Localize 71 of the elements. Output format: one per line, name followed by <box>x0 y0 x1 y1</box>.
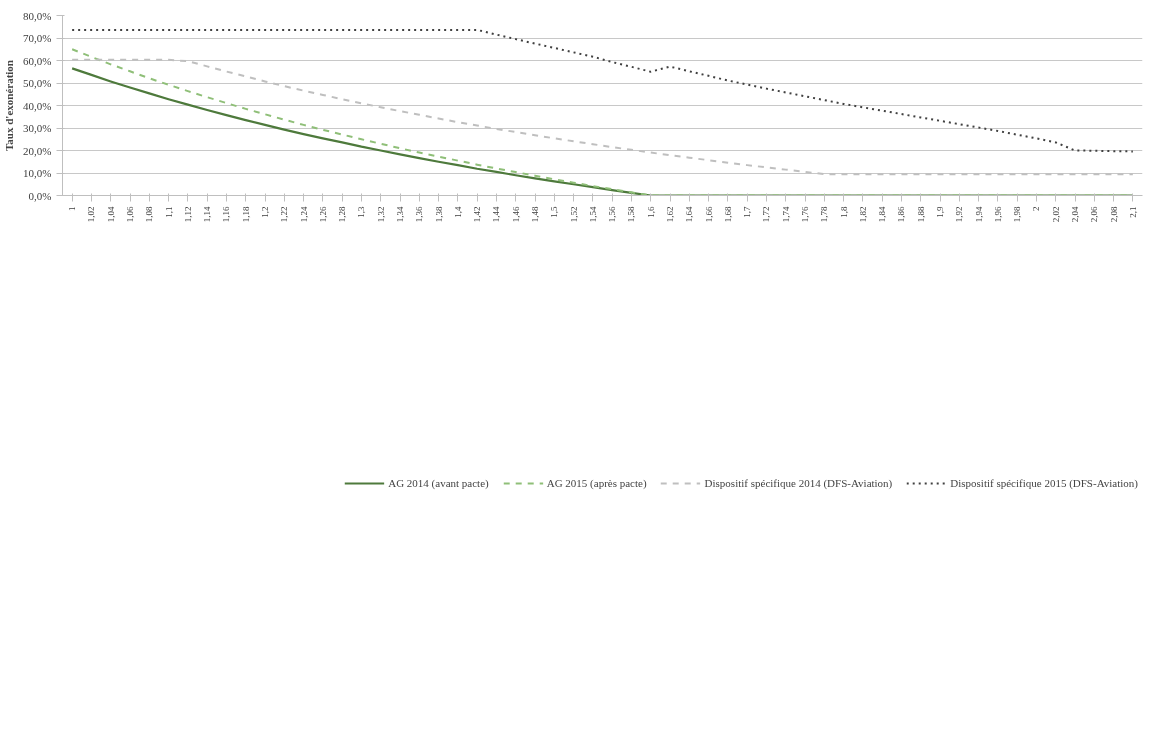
x-tick-label: 1,88 <box>915 206 926 223</box>
y-tick-label: 30,0% <box>23 122 52 134</box>
x-tick-label: 1,34 <box>395 206 405 223</box>
x-tick-label: 1,16 <box>221 206 232 223</box>
x-tick-label: 1,1 <box>163 206 174 218</box>
x-tick-label: 1,26 <box>317 206 328 223</box>
x-tick-label: 1,18 <box>240 206 251 223</box>
x-tick-label: 1,64 <box>684 206 695 223</box>
x-tick-label: 1,6 <box>645 206 656 218</box>
x-tick-label: 2 <box>1031 206 1042 211</box>
y-axis-title: Taux d'exonération <box>3 60 16 151</box>
x-tick-label: 1,94 <box>973 206 984 223</box>
x-tick-label: 1,38 <box>433 206 444 223</box>
x-tick-label: 1,44 <box>491 206 502 223</box>
x-tick-label: 1,96 <box>992 206 1003 223</box>
y-tick-label: 60,0% <box>23 54 52 67</box>
x-tick-label: 1,36 <box>414 206 425 223</box>
y-tick-label: 20,0% <box>23 144 52 157</box>
x-tick-label: 1,32 <box>375 206 386 223</box>
x-tick-label: 1,5 <box>549 206 560 218</box>
x-tick-label: 1,68 <box>722 206 733 223</box>
x-tick-label: 1,02 <box>86 206 97 223</box>
x-tick-label: 1,92 <box>954 206 965 223</box>
x-tick-label: 1,08 <box>144 206 155 223</box>
x-tick-label: 1,04 <box>105 206 116 223</box>
x-tick-label: 1,84 <box>877 206 888 223</box>
x-tick-label: 1,8 <box>838 206 849 218</box>
x-tick-label: 1,76 <box>800 206 810 223</box>
x-tick-label: 1,72 <box>761 206 772 223</box>
y-tick-label: 0,0% <box>28 189 52 202</box>
x-tick-label: 1,14 <box>202 206 213 223</box>
x-tick-label: 1,48 <box>530 206 540 223</box>
x-tick-label: 1,24 <box>298 206 309 223</box>
x-tick-label: 1,06 <box>125 206 135 223</box>
x-tick-label: 1,74 <box>780 206 791 223</box>
line-series <box>71 28 1134 153</box>
x-tick-label: 1,4 <box>452 206 463 218</box>
legend-label: Dispositif spécifique 2014 (DFS-Aviation) <box>704 477 893 489</box>
y-tick-label: 80,0% <box>23 9 52 22</box>
x-tick-label: 1,7 <box>742 206 753 218</box>
x-tick-label: 1,62 <box>665 206 675 223</box>
x-tick-label: 1,52 <box>568 206 579 223</box>
x-tick-label: 1,82 <box>857 206 868 223</box>
x-tick-label: 1,42 <box>472 206 483 223</box>
x-tick-label: 1 <box>67 206 78 211</box>
x-tick-label: 2,06 <box>1089 206 1100 223</box>
x-tick-label: 1,22 <box>279 206 290 223</box>
x-tick-label: 2,1 <box>1127 206 1138 218</box>
x-tick-label: 1,46 <box>510 206 521 223</box>
y-tick-label: 40,0% <box>23 99 52 112</box>
x-tick-label: 1,58 <box>626 206 637 223</box>
legend-label: AG 2015 (après pacte) <box>546 477 647 489</box>
x-tick-label: 1,2 <box>260 206 270 218</box>
x-tick-label: 1,9 <box>935 206 945 218</box>
x-tick-label: 1,54 <box>587 206 598 223</box>
x-tick-label: 1,56 <box>607 206 618 223</box>
legend-label: Dispositif spécifique 2015 (DFS-Aviation) <box>950 477 1138 489</box>
y-tick-label: 70,0% <box>23 32 52 44</box>
legend-label: AG 2014 (avant pacte) <box>388 477 489 489</box>
x-tick-label: 2,04 <box>1070 206 1080 223</box>
x-tick-label: 1,28 <box>337 206 348 223</box>
x-tick-label: 2,02 <box>1050 206 1061 223</box>
y-tick-label: 50,0% <box>23 77 52 89</box>
x-tick-label: 1,3 <box>356 206 367 218</box>
x-tick-label: 1,98 <box>1012 206 1023 223</box>
x-tick-label: 2,08 <box>1108 206 1119 223</box>
y-tick-label: 10,0% <box>23 167 52 179</box>
x-tick-label: 1,86 <box>896 206 907 223</box>
x-tick-label: 1,78 <box>819 206 830 223</box>
x-tick-label: 1,66 <box>703 206 714 223</box>
x-tick-label: 1,12 <box>182 206 193 223</box>
